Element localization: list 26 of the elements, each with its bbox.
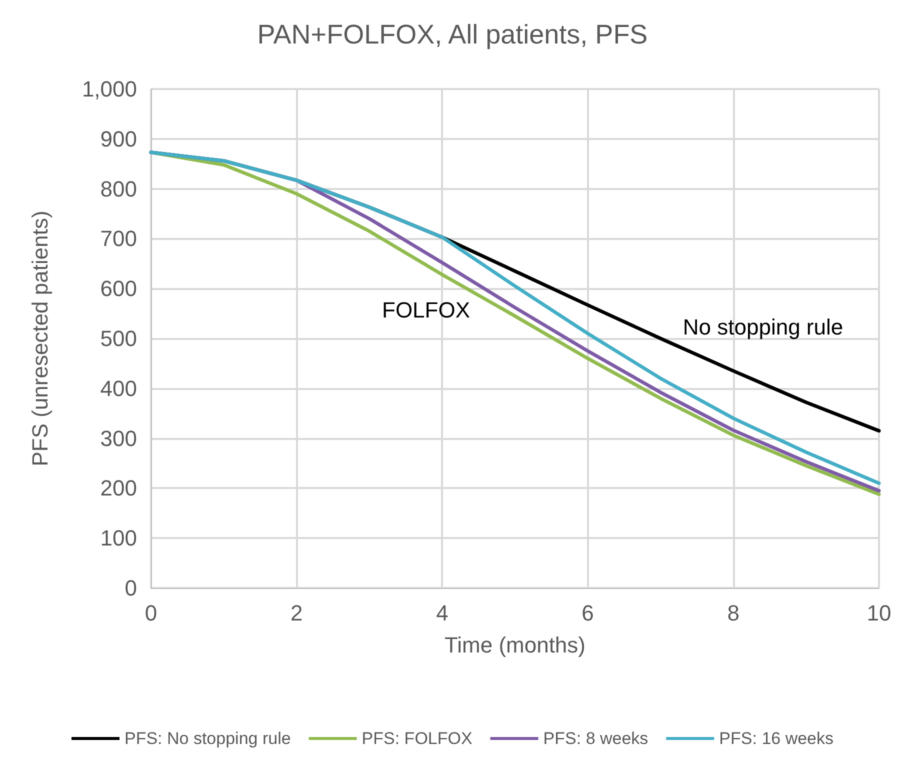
y-axis-title: PFS (unresected patients) [28,210,52,466]
legend-label: PFS: 8 weeks [543,729,648,748]
annotation: FOLFOX [382,298,470,322]
y-tick-label: 600 [100,276,137,302]
y-tick-label: 1,000 [82,76,137,102]
legend-label: PFS: FOLFOX [362,729,472,748]
y-tick-label: 0 [124,576,137,600]
y-tick-label: 500 [100,326,137,351]
x-tick-label: 2 [290,600,303,626]
x-tick-label: 10 [866,600,892,626]
x-tick-label: 6 [582,600,594,626]
y-tick-label: 300 [100,426,137,451]
y-tick-label: 800 [100,176,137,202]
chart-title: PAN+FOLFOX, All patients, PFS [257,20,648,50]
x-axis-title: Time (months) [444,632,586,658]
y-tick-label: 400 [100,376,137,401]
y-tick-label: 900 [100,126,137,152]
x-tick-label: 8 [727,600,740,626]
legend-label: PFS: 16 weeks [719,729,834,748]
y-tick-label: 200 [100,476,137,501]
y-tick-label: 700 [100,226,137,252]
x-tick-label: 0 [144,600,158,626]
legend-label: PFS: No stopping rule [124,729,291,748]
y-tick-label: 100 [100,526,137,551]
annotation: No stopping rule [682,314,844,340]
x-tick-label: 4 [436,600,448,626]
